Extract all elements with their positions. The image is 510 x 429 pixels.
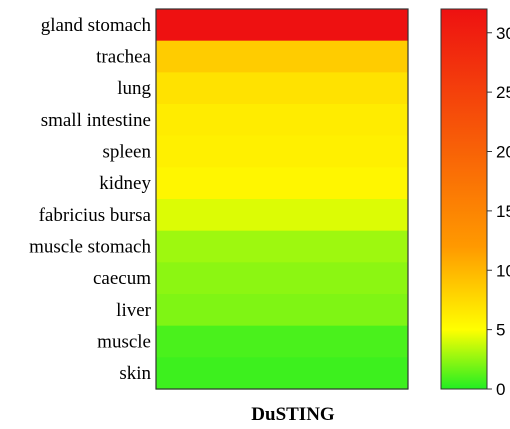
heatmap-cell [156,72,408,105]
row-label: trachea [96,47,151,68]
heatmap-cell [156,104,408,137]
row-label: spleen [102,142,151,163]
row-labels: gland stomach trachea lung small intestine s… [29,15,152,384]
heatmap-border [155,8,409,390]
row-label: small intestine [41,110,151,131]
heatmap-cell [156,357,408,390]
colorbar [440,8,488,390]
colorbar-tick-label: 30 [496,24,510,43]
row-label: gland stomach [41,15,152,36]
row-label: muscle [97,332,151,353]
colorbar-tick-label: 25 [496,83,510,102]
row-label: fabricius bursa [39,205,152,226]
colorbar-ticks: 0 5 10 15 20 25 30 [487,24,510,399]
heatmap-cell [156,199,408,232]
heatmap-cell [156,262,408,295]
row-label: muscle stomach [29,237,151,258]
x-axis-label: DuSTING [251,404,335,425]
colorbar-tick-label: 10 [496,261,510,280]
heatmap-cell [156,167,408,200]
heatmap-cells [156,9,408,390]
row-label: skin [119,363,151,384]
colorbar-tick-label: 20 [496,143,510,162]
heatmap-cell [156,40,408,73]
heatmap-cell [156,230,408,263]
colorbar-tick-label: 15 [496,202,510,221]
row-label: lung [117,78,151,99]
row-label: liver [116,300,151,321]
heatmap-cell [156,325,408,358]
colorbar-tick-label: 5 [496,321,505,340]
row-label: caecum [93,268,151,289]
row-label: kidney [99,173,151,194]
heatmap-cell [156,294,408,327]
colorbar-tick-label: 0 [496,380,505,399]
heatmap-cell [156,9,408,42]
heatmap-cell [156,135,408,168]
